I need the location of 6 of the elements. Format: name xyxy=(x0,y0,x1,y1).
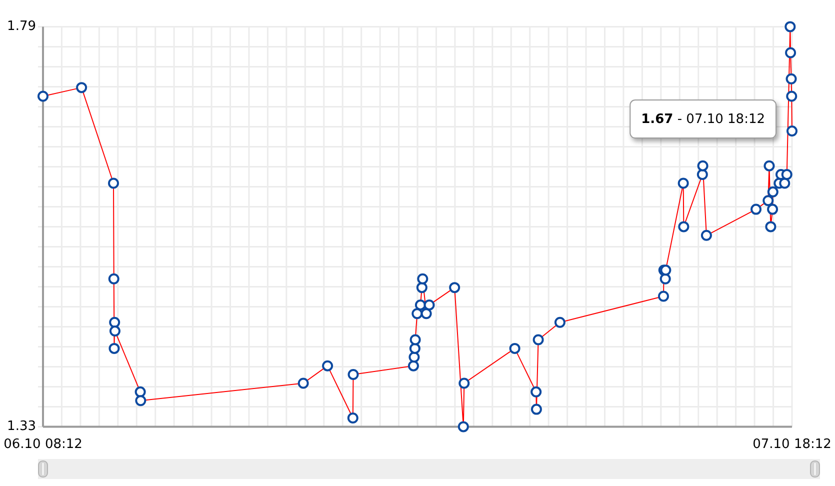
x-tick-label: 07.10 18:12 xyxy=(752,437,832,452)
tooltip: 1.67 - 07.10 18:12 xyxy=(630,100,776,139)
x-tick-label: 06.10 08:12 xyxy=(4,437,82,452)
annotation: 1.67 - 07.10 18:12 xyxy=(641,112,765,127)
y-tick-label: 1.33 xyxy=(7,419,36,434)
y-tick-label: 1.79 xyxy=(7,19,36,34)
